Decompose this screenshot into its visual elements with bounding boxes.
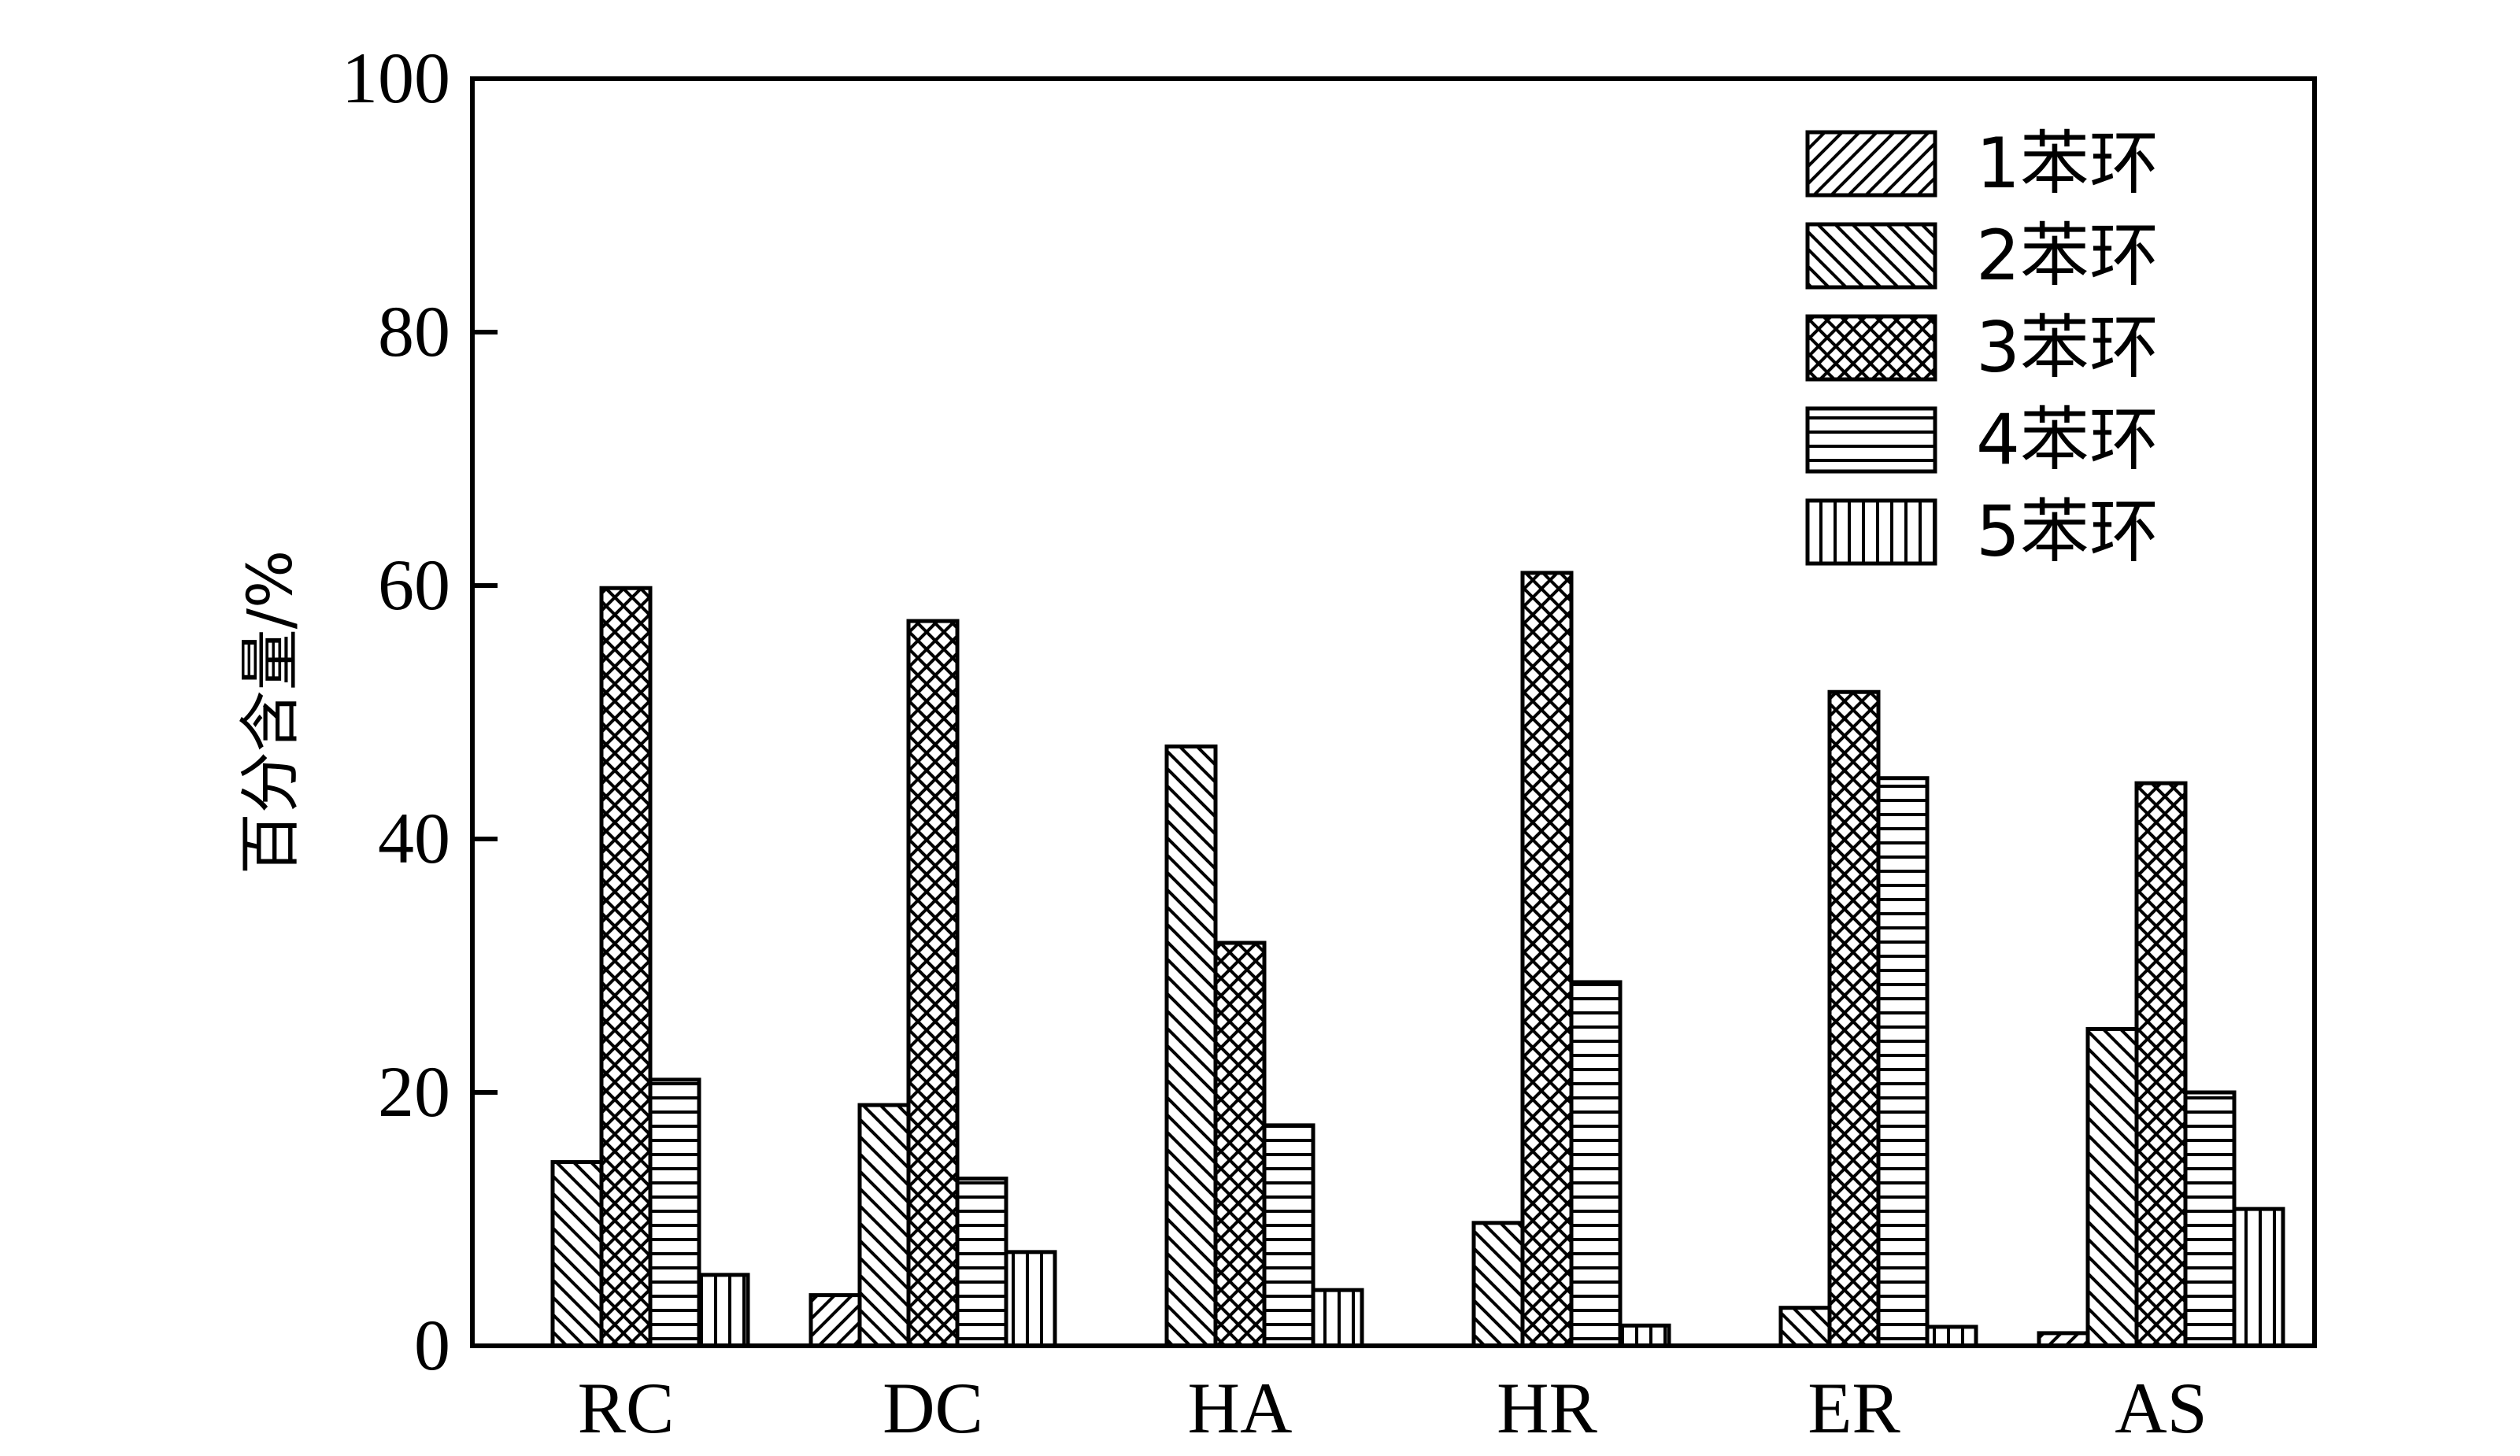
bar-er-series-5 — [1925, 1325, 1978, 1348]
bar-rc-series-5 — [697, 1273, 750, 1348]
bar-rc-series-3 — [599, 586, 653, 1348]
bar-as-series-4 — [2183, 1090, 2237, 1348]
bar-as-series-3 — [2134, 781, 2188, 1348]
y-axis-label: 百分含量/% — [235, 550, 306, 874]
legend-label: 5苯环 — [1976, 491, 2159, 572]
bar-er-series-4 — [1876, 776, 1930, 1348]
legend-label: 2苯环 — [1976, 215, 2159, 296]
bar-as-series-2 — [2085, 1027, 2139, 1348]
x-axis: RC DC HA HR ER AS — [578, 1324, 2207, 1448]
plot-frame — [470, 76, 2317, 1348]
y-tick-label: 80 — [378, 291, 450, 371]
bar-dc-series-1 — [809, 1293, 862, 1348]
legend-label: 1苯环 — [1976, 123, 2159, 204]
y-axis: 0 20 40 60 80 100 — [342, 38, 498, 1385]
bar-ha-series-3 — [1213, 940, 1267, 1348]
legend-swatch — [1805, 406, 1937, 474]
legend-label: 4苯环 — [1976, 399, 2159, 480]
legend-label: 3苯环 — [1976, 307, 2159, 388]
bar-dc-series-5 — [1004, 1250, 1057, 1348]
x-tick-label: ER — [1808, 1368, 1900, 1448]
bar-ha-series-4 — [1262, 1123, 1316, 1348]
legend-swatch — [1805, 222, 1937, 290]
y-tick-label: 20 — [378, 1051, 450, 1132]
y-tick-label: 100 — [342, 38, 450, 118]
legend: 1苯环 2苯环 3苯环 4苯环 5苯环 — [1805, 123, 2159, 572]
bars — [550, 571, 2285, 1348]
bar-dc-series-4 — [955, 1176, 1008, 1348]
bar-dc-series-3 — [906, 619, 960, 1348]
legend-swatch — [1805, 498, 1937, 566]
bar-rc-series-4 — [648, 1077, 701, 1348]
bar-hr-series-5 — [1618, 1323, 1671, 1348]
y-tick-label: 60 — [378, 545, 450, 625]
legend-swatch — [1805, 314, 1937, 382]
x-tick-label: AS — [2115, 1368, 2207, 1448]
bar-hr-series-4 — [1569, 980, 1623, 1348]
bar-ha-series-5 — [1311, 1288, 1364, 1348]
bar-hr-series-2 — [1471, 1221, 1525, 1348]
bar-er-series-3 — [1827, 689, 1881, 1348]
x-tick-label: DC — [883, 1368, 983, 1448]
bar-er-series-2 — [1778, 1306, 1832, 1348]
y-tick-label: 40 — [378, 798, 450, 878]
x-tick-label: RC — [578, 1368, 675, 1448]
bar-rc-series-2 — [550, 1160, 604, 1348]
bar-ha-series-2 — [1164, 744, 1218, 1348]
x-tick-label: HR — [1497, 1368, 1597, 1448]
y-tick-label: 0 — [414, 1305, 450, 1385]
x-tick-label: HA — [1188, 1368, 1293, 1448]
legend-swatch — [1805, 130, 1937, 198]
bar-as-series-5 — [2232, 1207, 2285, 1348]
bar-dc-series-2 — [857, 1103, 911, 1348]
bar-hr-series-3 — [1520, 571, 1574, 1348]
